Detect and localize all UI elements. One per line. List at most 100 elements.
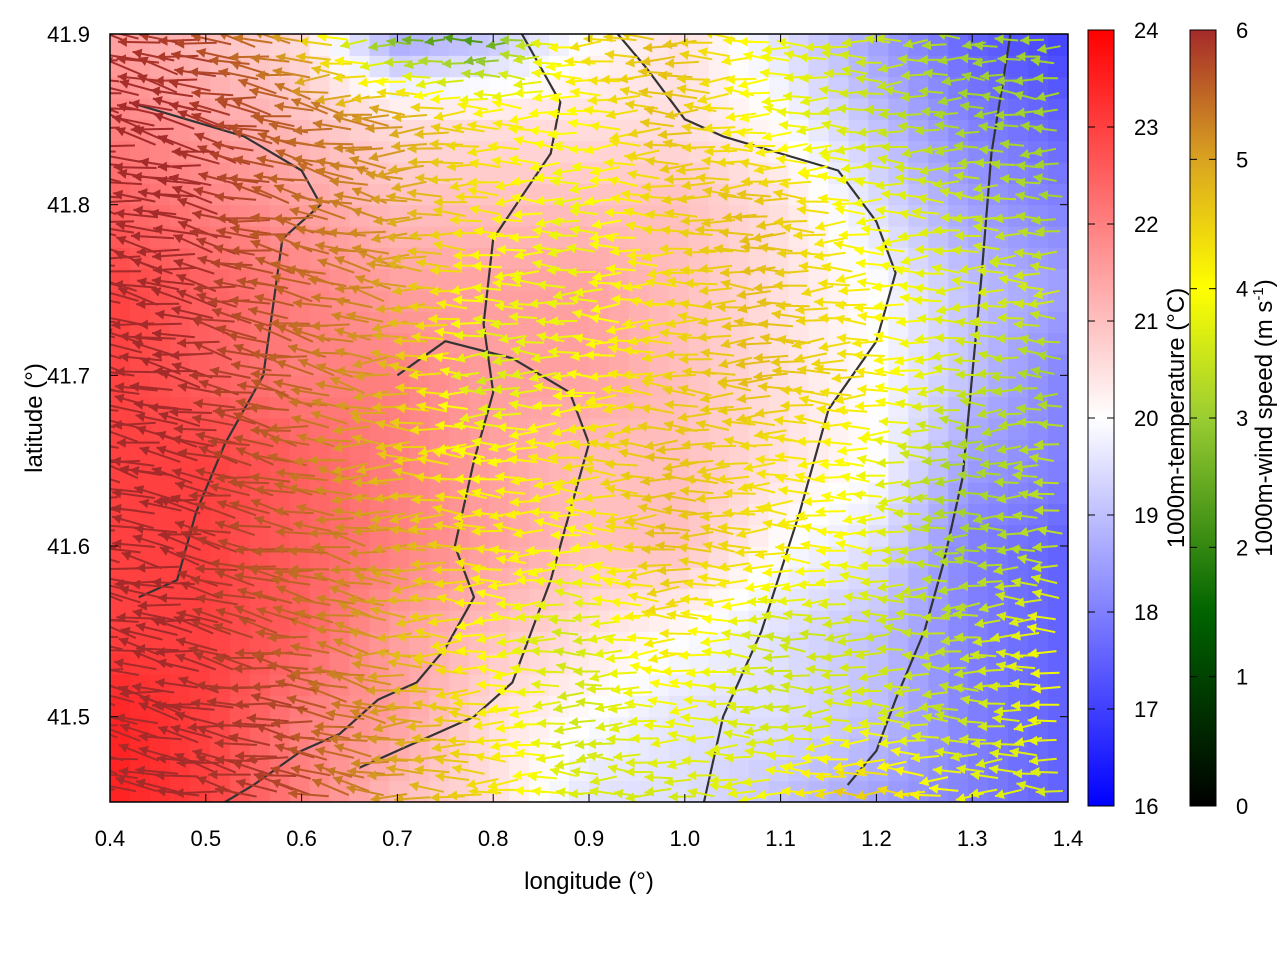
heatmap-cell <box>1048 546 1068 568</box>
heatmap-cell <box>609 140 630 163</box>
heatmap-cell <box>529 460 550 483</box>
heatmap-cell <box>529 524 550 547</box>
wind-arrow <box>310 728 351 740</box>
heatmap-cell <box>269 610 291 632</box>
wind-arrow <box>110 529 116 532</box>
heatmap-cell <box>1008 98 1029 120</box>
heatmap-cell <box>289 524 311 547</box>
heatmap-cell <box>1048 503 1068 526</box>
heatmap-cell <box>349 226 371 248</box>
heatmap-cell <box>628 226 650 248</box>
wind-arrow <box>1027 715 1057 726</box>
heatmap-cell <box>708 162 730 184</box>
heatmap-cell <box>369 332 391 355</box>
heatmap-cell <box>249 695 271 718</box>
x-tick-label: 1.1 <box>765 826 796 851</box>
heatmap-cell <box>768 311 790 334</box>
wind-arrow <box>970 770 999 781</box>
wind-arrow <box>394 737 431 748</box>
heatmap-cell <box>648 290 670 312</box>
heatmap-cell <box>1048 439 1068 462</box>
wind-arrow <box>959 734 987 745</box>
heatmap-cell <box>589 354 610 376</box>
wind-arrow <box>472 720 505 731</box>
heatmap-cell <box>589 311 610 334</box>
heatmap-cell <box>888 567 909 590</box>
heatmap-cell <box>968 55 989 78</box>
wind-arrow <box>893 766 924 777</box>
heatmap-cell <box>110 34 131 56</box>
wind-colorbar-label-main: 1000m-wind speed (m s <box>1251 301 1278 557</box>
wind-arrow <box>119 723 162 740</box>
heatmap-cell <box>1048 311 1068 334</box>
heatmap-cell <box>569 780 590 802</box>
heatmap-cell <box>1048 738 1068 760</box>
heatmap-cell <box>149 375 171 398</box>
wind-arrow <box>568 788 597 799</box>
heatmap-cell <box>409 226 430 248</box>
heatmap-cell <box>369 610 391 632</box>
heatmap-cell <box>628 631 650 654</box>
heatmap-cell <box>409 76 430 99</box>
heatmap-cell <box>509 119 530 142</box>
wind-arrow <box>110 716 138 725</box>
wind-arrow <box>371 754 409 765</box>
wind-arrow <box>352 698 390 709</box>
heatmap-cell <box>229 759 251 782</box>
wind-arrow <box>762 683 790 694</box>
heatmap-cell <box>1008 290 1029 312</box>
heatmap-cell <box>748 674 770 696</box>
heatmap-cell <box>828 439 850 462</box>
heatmap-cell <box>449 588 470 611</box>
wind-arrow <box>900 720 928 731</box>
wind-arrow <box>430 792 465 802</box>
heatmap-cell <box>429 546 450 568</box>
heatmap-cell <box>1008 55 1029 78</box>
wind-arrow <box>893 686 920 697</box>
x-tick-label: 0.4 <box>95 826 126 851</box>
wind-arrow <box>270 778 311 796</box>
heatmap-cell <box>628 695 650 718</box>
heatmap-cell <box>668 119 690 142</box>
heatmap-cell <box>1048 76 1068 99</box>
wind-arrow <box>989 748 1018 759</box>
wind-arrow <box>246 754 289 765</box>
heatmap-cell <box>1028 503 1049 526</box>
wind-arrow <box>741 777 771 787</box>
wind-arrow <box>549 766 578 778</box>
heatmap-cell <box>668 396 690 419</box>
heatmap-cell <box>549 354 570 376</box>
wind-arrow <box>994 788 1023 799</box>
heatmap-cell <box>549 674 570 696</box>
heatmap-cell <box>748 268 770 291</box>
heatmap-cell <box>1048 34 1068 56</box>
wind-arrow <box>897 735 926 746</box>
heatmap-cell <box>429 119 450 142</box>
heatmap-cell <box>1048 354 1068 376</box>
heatmap-cell <box>569 140 590 163</box>
wind-arrow <box>476 664 507 676</box>
heatmap-cell <box>748 759 770 782</box>
heatmap-cell <box>389 546 410 568</box>
heatmap-cell <box>988 716 1009 739</box>
heatmap-cell <box>329 332 351 355</box>
heatmap-cell <box>389 119 410 142</box>
wind-arrow <box>624 699 653 709</box>
heatmap-cell <box>409 375 430 398</box>
heatmap-cell <box>130 503 151 526</box>
heatmap-cell <box>748 119 770 142</box>
x-tick-label: 0.8 <box>478 826 509 851</box>
heatmap-cell <box>589 290 610 312</box>
heatmap-cell <box>988 503 1009 526</box>
heatmap-cell <box>1048 716 1068 739</box>
wind-arrow <box>332 775 370 793</box>
colorbar-tick-label: 16 <box>1134 794 1158 819</box>
heatmap-cell <box>948 759 969 782</box>
wind-arrow <box>326 669 365 680</box>
heatmap-cell <box>688 98 710 120</box>
heatmap-cell <box>1028 375 1049 398</box>
heatmap-cell <box>748 311 770 334</box>
wind-arrow <box>779 703 807 714</box>
wind-arrow <box>817 754 849 765</box>
heatmap-cell <box>589 375 610 398</box>
